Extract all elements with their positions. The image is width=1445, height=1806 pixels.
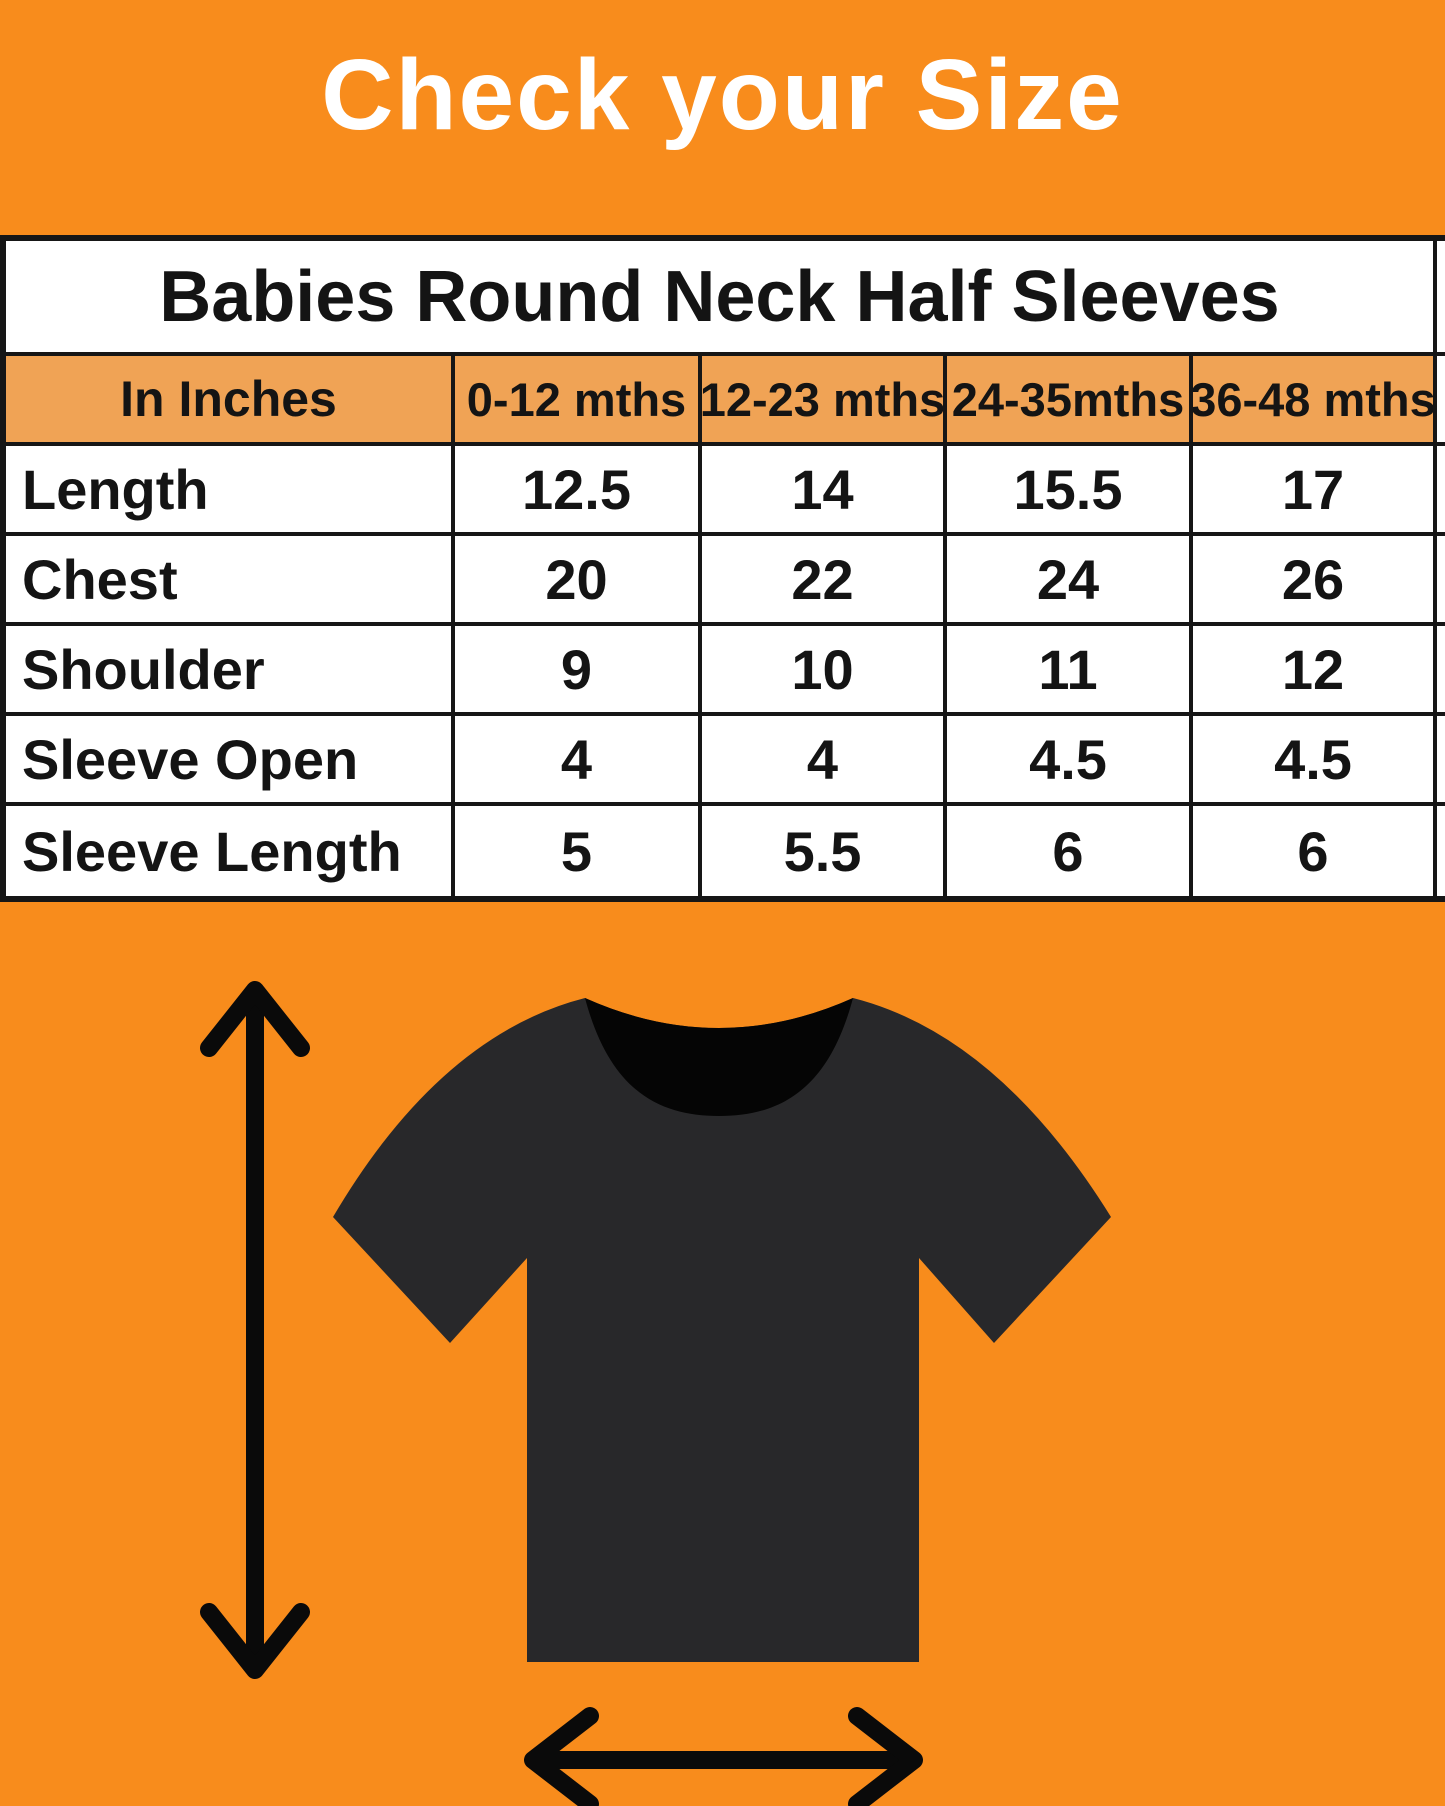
row-label-sleeve-open: Sleeve Open: [6, 716, 455, 806]
cell-sleeve-length-24-35: 6: [947, 806, 1193, 896]
cell-length-12-23: 14: [702, 446, 947, 536]
table-edge-sliver: [1437, 626, 1445, 716]
table-edge-sliver: [1437, 356, 1445, 446]
row-label-sleeve-length: Sleeve Length: [6, 806, 455, 896]
cell-length-24-35: 15.5: [947, 446, 1193, 536]
tshirt-neck-opening: [585, 998, 853, 1116]
size-table: Babies Round Neck Half Sleeves In Inches…: [0, 235, 1445, 902]
cell-length-0-12: 12.5: [455, 446, 702, 536]
tshirt-silhouette: [333, 998, 1111, 1662]
cell-shoulder-36-48: 12: [1193, 626, 1437, 716]
table-edge-sliver: [1437, 241, 1445, 356]
row-label-length: Length: [6, 446, 455, 536]
row-label-chest: Chest: [6, 536, 455, 626]
cell-length-36-48: 17: [1193, 446, 1437, 536]
col-header-36-48-mths: 36-48 mths: [1193, 356, 1437, 446]
table-edge-sliver: [1437, 536, 1445, 626]
cell-sleeve-length-12-23: 5.5: [702, 806, 947, 896]
cell-sleeve-length-36-48: 6: [1193, 806, 1437, 896]
row-label-shoulder: Shoulder: [6, 626, 455, 716]
cell-sleeve-open-24-35: 4.5: [947, 716, 1193, 806]
col-header-0-12-mths: 0-12 mths: [455, 356, 702, 446]
width-arrow-icon: [524, 1707, 923, 1806]
table-edge-sliver: [1437, 446, 1445, 536]
unit-header-cell: In Inches: [6, 356, 455, 446]
cell-chest-12-23: 22: [702, 536, 947, 626]
cell-chest-0-12: 20: [455, 536, 702, 626]
cell-sleeve-length-0-12: 5: [455, 806, 702, 896]
table-edge-sliver: [1437, 716, 1445, 806]
cell-shoulder-12-23: 10: [702, 626, 947, 716]
cell-shoulder-0-12: 9: [455, 626, 702, 716]
cell-chest-24-35: 24: [947, 536, 1193, 626]
col-header-12-23-mths: 12-23 mths: [702, 356, 947, 446]
size-table-title: Babies Round Neck Half Sleeves: [6, 241, 1437, 356]
cell-sleeve-open-36-48: 4.5: [1193, 716, 1437, 806]
col-header-24-35-mths: 24-35mths: [947, 356, 1193, 446]
page-title: Check your Size: [321, 38, 1124, 151]
cell-chest-36-48: 26: [1193, 536, 1437, 626]
cell-sleeve-open-12-23: 4: [702, 716, 947, 806]
cell-sleeve-open-0-12: 4: [455, 716, 702, 806]
table-edge-sliver: [1437, 806, 1445, 896]
length-arrow-icon: [200, 981, 310, 1679]
cell-shoulder-24-35: 11: [947, 626, 1193, 716]
